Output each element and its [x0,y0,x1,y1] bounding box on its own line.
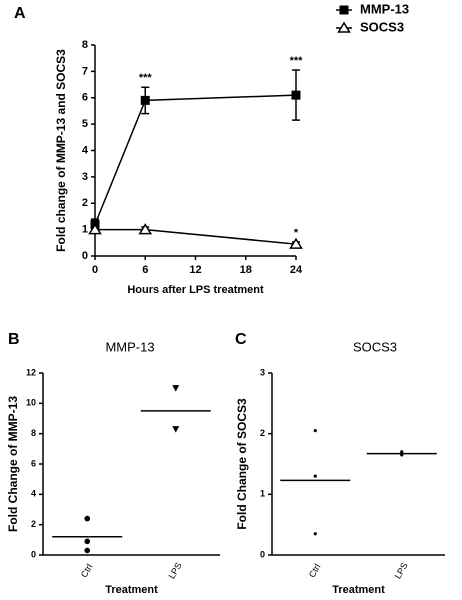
marker [172,426,180,433]
y-tick-label: 2 [31,519,36,529]
marker [313,532,317,536]
y-tick-label: 4 [82,144,89,156]
y-tick-label: 2 [82,197,88,209]
y-tick-label: 3 [82,171,88,183]
x-axis-label: Treatment [105,584,158,596]
y-axis-label: Fold Change of MMP-13 [6,396,20,532]
y-tick-label: 6 [31,458,36,468]
y-tick-label: 8 [31,428,36,438]
y-tick-label: 5 [82,118,88,130]
chart-title: MMP-13 [105,339,154,354]
y-tick-label: 10 [26,398,36,408]
x-axis-label: Hours after LPS treatment [127,284,264,296]
annotation: *** [290,55,304,67]
x-tick-label: LPS [167,561,184,581]
marker [84,515,91,522]
x-tick-label: Ctrl [79,562,95,579]
y-tick-label: 1 [82,224,88,236]
x-tick-label: 0 [92,264,98,276]
x-tick-label: Ctrl [307,562,323,579]
y-tick-label: 2 [260,428,265,438]
x-axis-label: Treatment [332,584,385,596]
chart-title: SOCS3 [353,339,397,354]
legend-label: SOCS3 [360,19,404,34]
marker [172,385,180,392]
series-line [94,94,297,225]
x-tick-label: LPS [393,561,410,581]
marker [339,5,349,15]
marker [88,223,102,235]
y-tick-label: 8 [82,39,88,51]
marker [289,237,303,249]
y-tick-label: 0 [260,549,265,559]
y-axis-label: Fold Change of SOCS3 [235,398,249,530]
marker [313,429,317,433]
marker [313,474,317,478]
panel-label: C [235,331,247,348]
marker [84,538,91,545]
y-axis-label: Fold change of MMP-13 and SOCS3 [54,49,68,252]
y-tick-label: 7 [82,65,88,77]
legend-label: MMP-13 [360,1,409,16]
y-tick-label: 4 [31,489,36,499]
y-tick-label: 6 [82,92,88,104]
marker [138,223,153,235]
annotation: *** [139,72,153,84]
marker [291,90,301,100]
panel-label: A [14,5,26,22]
y-tick-label: 0 [31,549,36,559]
marker [84,547,91,554]
y-tick-label: 1 [260,489,265,499]
y-tick-label: 3 [260,367,265,377]
marker [337,21,351,33]
series-line [95,228,297,245]
y-tick-label: 12 [26,367,36,377]
x-tick-label: 12 [189,264,201,276]
x-tick-label: 24 [290,264,303,276]
marker [400,450,404,454]
x-tick-label: 6 [142,264,148,276]
panel-label: B [8,331,20,348]
annotation: * [294,227,299,239]
y-tick-label: 0 [82,250,88,262]
marker [140,95,150,105]
x-tick-label: 18 [240,264,252,276]
marker [400,453,404,457]
